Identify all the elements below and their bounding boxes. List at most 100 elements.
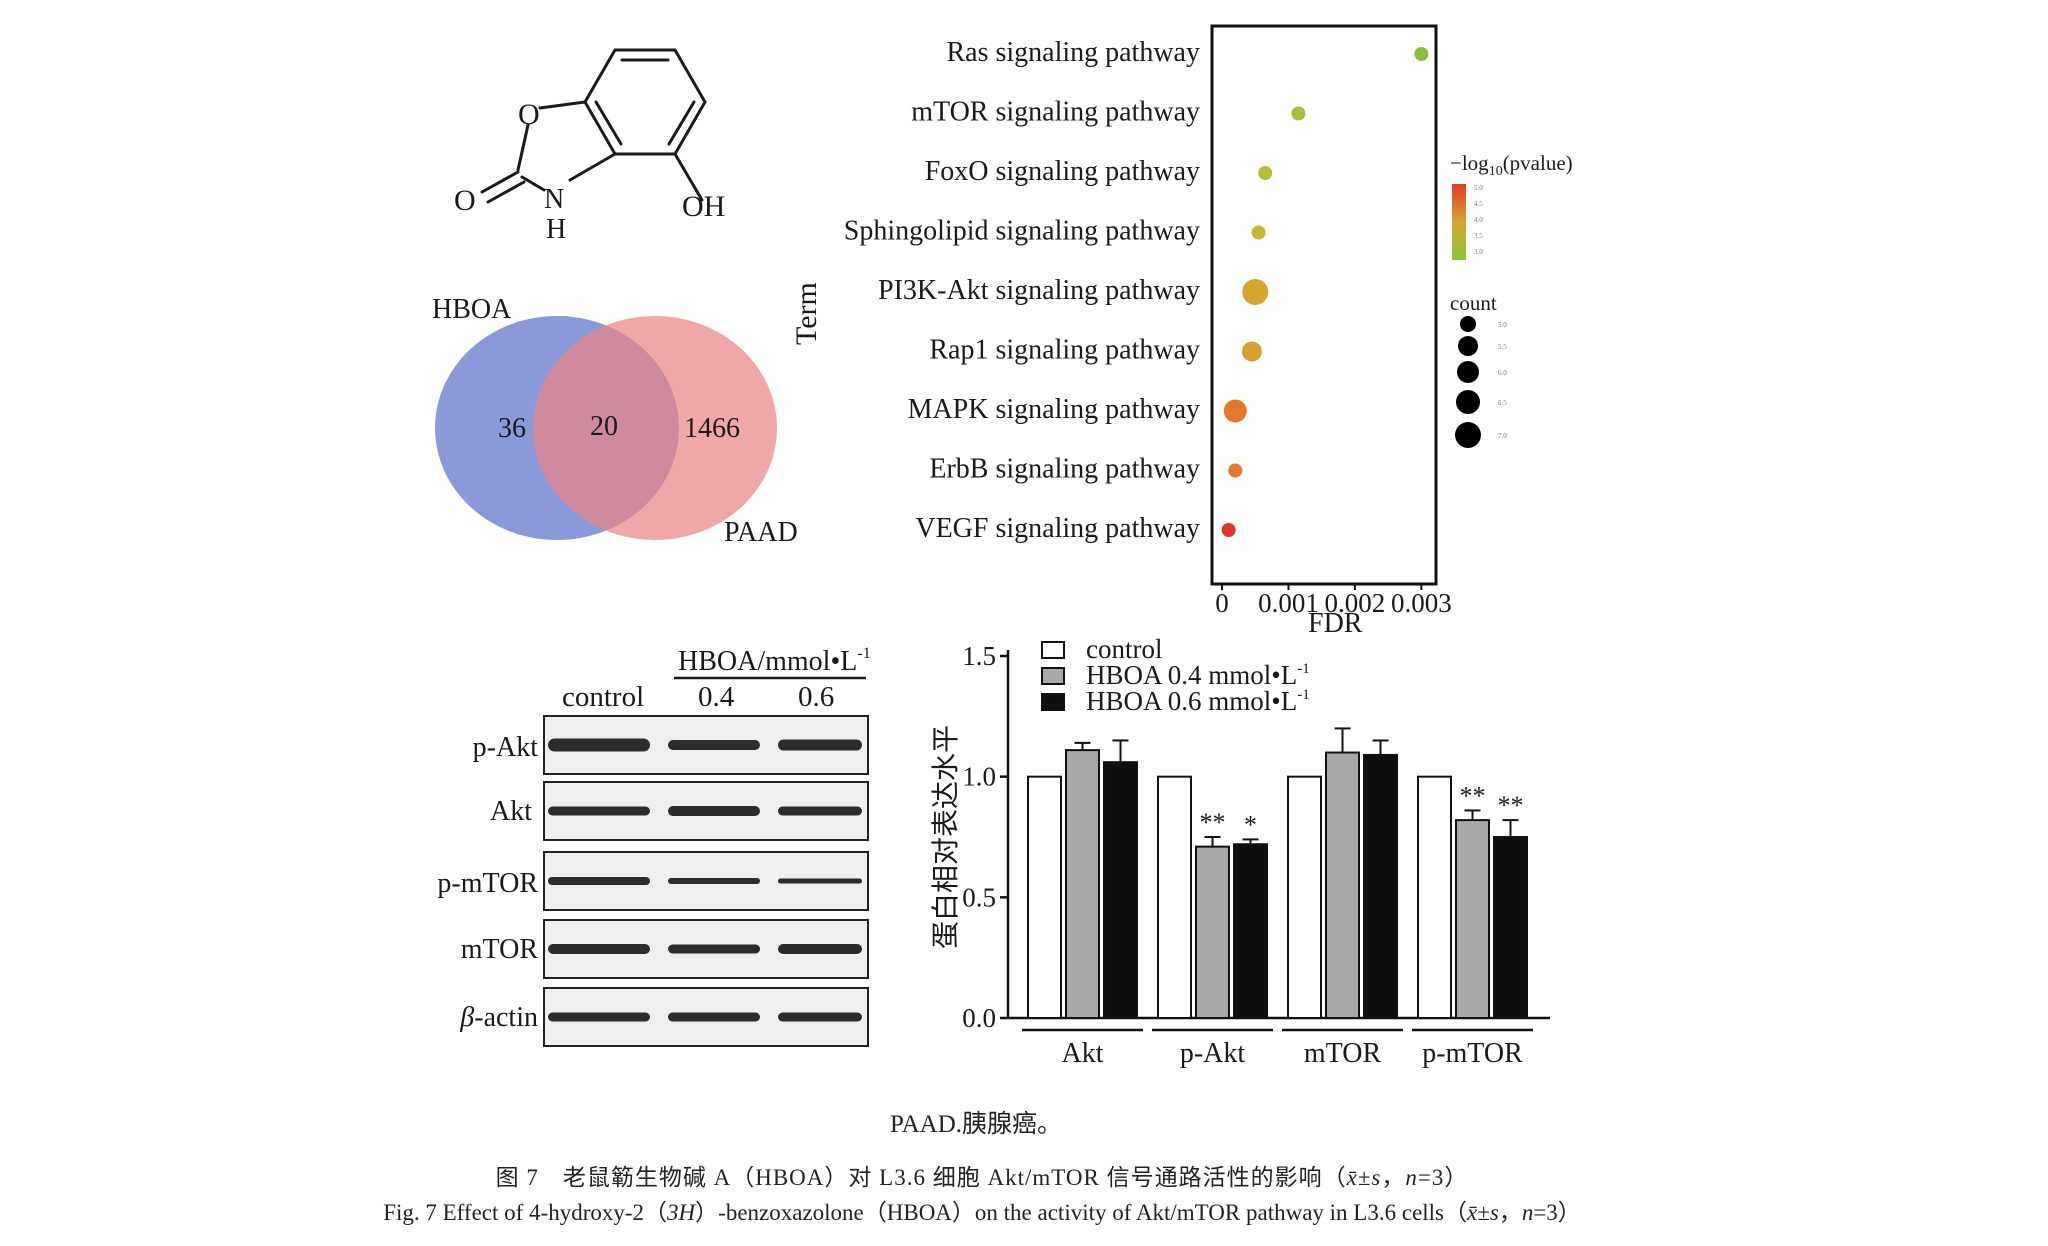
bar — [1065, 749, 1100, 1020]
bubble-term-label: ErbB signaling pathway — [929, 454, 1200, 485]
svg-text:6.0: 6.0 — [1498, 369, 1507, 377]
significance-mark: * — [1244, 810, 1257, 839]
blot-band — [668, 944, 760, 954]
legend-label: HBOA 0.4 mmol•L-1 — [1086, 660, 1310, 690]
bubble-x-axis-label: FDR — [1308, 608, 1363, 639]
hboa-structure: O O N H OH — [454, 48, 725, 245]
blot-band — [778, 806, 862, 816]
bubble-term-label: mTOR signaling pathway — [911, 97, 1200, 128]
bubble-term-label: VEGF signaling pathway — [915, 513, 1200, 544]
nitrogen-label: N — [544, 184, 564, 215]
venn-right-label: PAAD — [724, 517, 798, 548]
bar — [1455, 819, 1490, 1019]
bar-y-tick-label: 0.0 — [962, 1003, 996, 1033]
blot-band — [668, 1012, 760, 1022]
bubble-point — [1291, 106, 1306, 121]
blot-group-label: HBOA/mmol•L-1 — [678, 645, 871, 677]
ring-oxygen-label: O — [518, 98, 540, 131]
blot-band — [778, 944, 862, 954]
bar — [1493, 836, 1528, 1019]
venn-right-circle — [533, 316, 777, 540]
significance-mark: ** — [1498, 791, 1524, 820]
blot-band — [548, 1012, 650, 1022]
blot-band — [548, 738, 650, 752]
blot-row-labels: p-Akt Akt p-mTOR mTOR β-actin — [437, 732, 538, 1033]
venn-left-count: 36 — [498, 413, 526, 444]
venn-diagram: HBOA 36 20 1466 PAAD — [432, 294, 798, 548]
bar-y-axis-label: 蛋白相对表达水平 — [929, 725, 962, 949]
western-blot: HBOA/mmol•L-1 control 0.4 0.6 p-Akt Akt … — [437, 645, 871, 1047]
svg-text:5.5: 5.5 — [1498, 343, 1507, 351]
lane-label-0-4: 0.4 — [698, 681, 735, 713]
bar — [1325, 751, 1360, 1020]
bar-category-label: mTOR — [1304, 1038, 1382, 1069]
bar-y-tick-label: 1.0 — [962, 762, 996, 792]
legend-label: control — [1086, 634, 1162, 664]
bubble-point — [1258, 166, 1273, 180]
bubble-term-label: FoxO signaling pathway — [925, 156, 1200, 187]
bar — [1363, 753, 1398, 1020]
legend-swatch — [1041, 693, 1065, 711]
bubble-plot-frame — [1210, 24, 1438, 586]
blot-label-akt: Akt — [490, 796, 532, 827]
legend-label: HBOA 0.6 mmol•L-1 — [1086, 686, 1310, 716]
bar-y-tick-label: 1.5 — [962, 641, 996, 671]
bar-y-tick-label: 0.5 — [962, 882, 996, 912]
bubble-x-tick-label: 0 — [1215, 588, 1229, 618]
bar — [1157, 775, 1192, 1019]
carbonyl-oxygen-label: O — [454, 184, 476, 217]
blot-band — [778, 1012, 862, 1022]
svg-text:3.5: 3.5 — [1474, 232, 1483, 240]
kegg-bubble-plot: Ras signaling pathway mTOR signaling path… — [844, 24, 1573, 639]
bar — [1287, 775, 1322, 1019]
bubble-point — [1241, 341, 1262, 362]
blot-band — [778, 878, 862, 884]
bubble-point — [1242, 279, 1269, 305]
legend-swatch — [1041, 667, 1065, 685]
blot-label-mtor: mTOR — [461, 934, 539, 965]
hydrogen-label: H — [546, 214, 566, 245]
bubble-point — [1228, 463, 1243, 478]
blot-band — [668, 806, 760, 816]
lane-label-control: control — [562, 681, 644, 713]
bubble-point — [1251, 225, 1266, 240]
figure-caption-en: Fig. 7 Effect of 4-hydroxy-2（3H）-benzoxa… — [383, 1200, 1581, 1225]
bubble-point — [1221, 523, 1236, 537]
blot-band — [668, 740, 760, 750]
bar — [1195, 845, 1230, 1019]
legend-swatch — [1041, 641, 1065, 659]
size-legend-title: count — [1450, 291, 1497, 315]
bubble-term-label: Ras signaling pathway — [946, 37, 1200, 68]
bubble-term-label: Rap1 signaling pathway — [929, 335, 1200, 366]
significance-mark: ** — [1460, 781, 1486, 810]
size-legend-dots — [1455, 316, 1481, 448]
figure-note: PAAD.胰腺癌。 — [889, 1111, 1063, 1138]
bubble-point — [1414, 47, 1429, 61]
hydroxyl-label: OH — [682, 190, 725, 223]
svg-text:4.0: 4.0 — [1474, 216, 1483, 224]
bar-category-label: Akt — [1062, 1038, 1104, 1069]
svg-text:5.0: 5.0 — [1474, 184, 1483, 192]
blot-band — [548, 944, 650, 954]
bubble-point — [1223, 399, 1247, 423]
bubble-term-label: PI3K-Akt signaling pathway — [878, 275, 1200, 306]
bar — [1417, 775, 1452, 1019]
blot-label-p-mtor: p-mTOR — [437, 868, 538, 899]
svg-text:6.5: 6.5 — [1498, 399, 1507, 407]
bar — [1233, 843, 1268, 1019]
bar-category-label: p-mTOR — [1422, 1038, 1523, 1069]
blot-band — [668, 878, 760, 884]
blot-band — [778, 739, 862, 751]
bubble-x-tick-label: 0.002 — [1325, 588, 1386, 618]
svg-text:4.5: 4.5 — [1474, 200, 1483, 208]
bar — [1027, 775, 1062, 1019]
svg-text:5.0: 5.0 — [1498, 321, 1507, 329]
bubble-term-label: Sphingolipid signaling pathway — [844, 216, 1200, 247]
svg-text:7.0: 7.0 — [1498, 432, 1507, 440]
bar — [1103, 761, 1138, 1019]
color-legend-gradient — [1452, 184, 1466, 260]
blot-band — [548, 806, 650, 816]
lane-label-0-6: 0.6 — [798, 681, 834, 713]
venn-right-count: 1466 — [684, 413, 740, 444]
